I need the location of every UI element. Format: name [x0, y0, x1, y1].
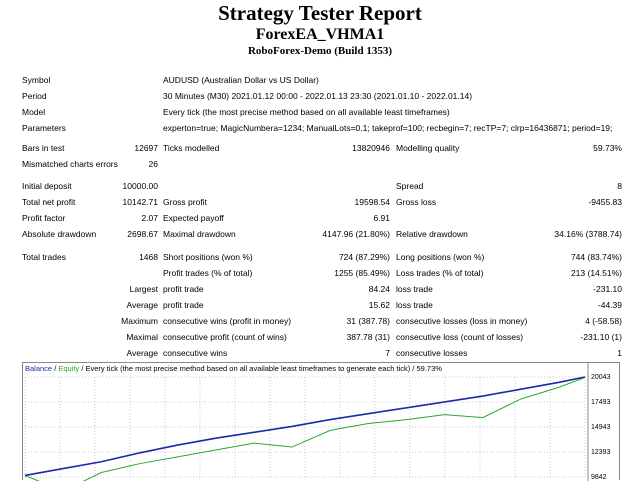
average-loss-label: loss trade — [396, 300, 433, 310]
spread-value: 8 — [617, 181, 622, 191]
long-positions-value: 744 (83.74%) — [570, 252, 622, 262]
loss-trades-label: Loss trades (% of total) — [396, 268, 484, 278]
gross-profit-label: Gross profit — [163, 197, 207, 207]
avg-consec-wins-value: 7 — [385, 348, 390, 358]
largest-label: Largest — [129, 284, 158, 294]
mismatch-label: Mismatched charts errors — [22, 159, 118, 169]
max-consec-wins-value: 31 (387.78) — [346, 316, 390, 326]
maximal-consec-profit-value: 387.78 (31) — [346, 332, 390, 342]
bars-label: Bars in test — [22, 143, 65, 153]
profit-trades-value: 1255 (85.49%) — [334, 268, 390, 278]
maximal-label: Maximal — [126, 332, 158, 342]
gross-loss-value: -9455.83 — [588, 197, 622, 207]
legend-balance: Balance — [25, 364, 53, 373]
max-drawdown-value: 4147.96 (21.80%) — [322, 229, 390, 239]
y-tick-label: 9842 — [591, 474, 607, 481]
y-tick-label: 20043 — [591, 374, 611, 381]
avg-consec-losses-value: 1 — [617, 348, 622, 358]
max-consec-losses-value: 4 (-58.58) — [585, 316, 622, 326]
symbol-label: Symbol — [22, 75, 51, 85]
abs-drawdown-value: 2698.67 — [127, 229, 158, 239]
net-profit-label: Total net profit — [22, 197, 76, 207]
maximal-consec-loss-value: -231.10 (1) — [580, 332, 622, 342]
series-line-equity — [24, 376, 586, 481]
short-positions-value: 724 (87.29%) — [338, 252, 390, 262]
model-value: Every tick (the most precise method base… — [163, 107, 450, 117]
legend-rest: / Every tick (the most precise method ba… — [79, 364, 442, 373]
average-label: Average — [126, 300, 158, 310]
abs-drawdown-label: Absolute drawdown — [22, 229, 97, 239]
initial-deposit-label: Initial deposit — [22, 181, 72, 191]
maximal-consec-profit-label: consecutive profit (count of wins) — [163, 332, 287, 342]
ticks-value: 13820946 — [352, 143, 390, 153]
largest-loss-label: loss trade — [396, 284, 433, 294]
balance-equity-chart: Balance / Equity / Every tick (the most … — [22, 362, 620, 481]
server-build: RoboForex-Demo (Build 1353) — [247, 45, 392, 57]
period-value: 30 Minutes (M30) 2021.01.12 00:00 - 2022… — [163, 91, 473, 101]
avg-consec-losses-label: consecutive losses — [396, 348, 468, 358]
chart-legend: Balance / Equity / Every tick (the most … — [25, 364, 442, 374]
average-loss-value: -44.39 — [597, 300, 622, 310]
report-title: Strategy Tester Report — [218, 1, 422, 25]
short-positions-label: Short positions (won %) — [163, 252, 253, 262]
parameters-label: Parameters — [22, 123, 66, 133]
bars-value: 12697 — [134, 143, 158, 153]
profit-factor-value: 2.07 — [141, 213, 158, 223]
profit-trades-label: Profit trades (% of total) — [163, 268, 253, 278]
y-tick-label: 17493 — [591, 399, 611, 406]
max-consec-losses-label: consecutive losses (loss in money) — [396, 316, 528, 326]
avg-consec-wins-label: consecutive wins — [163, 348, 228, 358]
expected-payoff-label: Expected payoff — [163, 213, 224, 223]
gross-profit-value: 19598.54 — [354, 197, 390, 207]
y-tick-label: 14943 — [591, 424, 611, 431]
largest-loss-value: -231.10 — [593, 284, 622, 294]
symbol-value: AUDUSD (Australian Dollar vs US Dollar) — [163, 75, 319, 85]
total-trades-value: 1468 — [139, 252, 158, 262]
quality-value: 59.73% — [593, 143, 622, 153]
loss-trades-value: 213 (14.51%) — [570, 268, 622, 278]
ticks-label: Ticks modelled — [163, 143, 220, 153]
legend-sep: / — [52, 364, 59, 373]
mismatch-value: 26 — [148, 159, 158, 169]
rel-drawdown-value: 34.16% (3788.74) — [554, 229, 622, 239]
legend-equity: Equity — [58, 364, 80, 373]
maximal-consec-loss-label: consecutive loss (count of losses) — [396, 332, 524, 342]
profit-factor-label: Profit factor — [22, 213, 66, 223]
largest-profit-value: 84.24 — [368, 284, 390, 294]
average-profit-label: profit trade — [163, 300, 204, 310]
max-drawdown-label: Maximal drawdown — [163, 229, 236, 239]
long-positions-label: Long positions (won %) — [396, 252, 485, 262]
total-trades-label: Total trades — [22, 252, 66, 262]
max-consec-wins-label: consecutive wins (profit in money) — [163, 316, 292, 326]
average-profit-value: 15.62 — [368, 300, 390, 310]
gross-loss-label: Gross loss — [396, 197, 437, 207]
largest-profit-label: profit trade — [163, 284, 204, 294]
initial-deposit-value: 10000.00 — [122, 181, 158, 191]
quality-label: Modelling quality — [396, 143, 460, 153]
rel-drawdown-label: Relative drawdown — [396, 229, 468, 239]
expected-payoff-value: 6.91 — [373, 213, 390, 223]
net-profit-value: 10142.71 — [122, 197, 158, 207]
maximum-label: Maximum — [121, 316, 158, 326]
ea-name: ForexEA_VHMA1 — [255, 26, 385, 43]
model-label: Model — [22, 107, 46, 117]
parameters-value: experton=true; MagicNumbera=1234; Manual… — [163, 123, 613, 133]
period-label: Period — [22, 91, 47, 101]
chart-plot — [24, 363, 589, 481]
avg-consec-label: Average — [126, 348, 158, 358]
series-line-balance — [24, 376, 586, 477]
y-tick-label: 12393 — [591, 449, 611, 456]
spread-label: Spread — [396, 181, 424, 191]
